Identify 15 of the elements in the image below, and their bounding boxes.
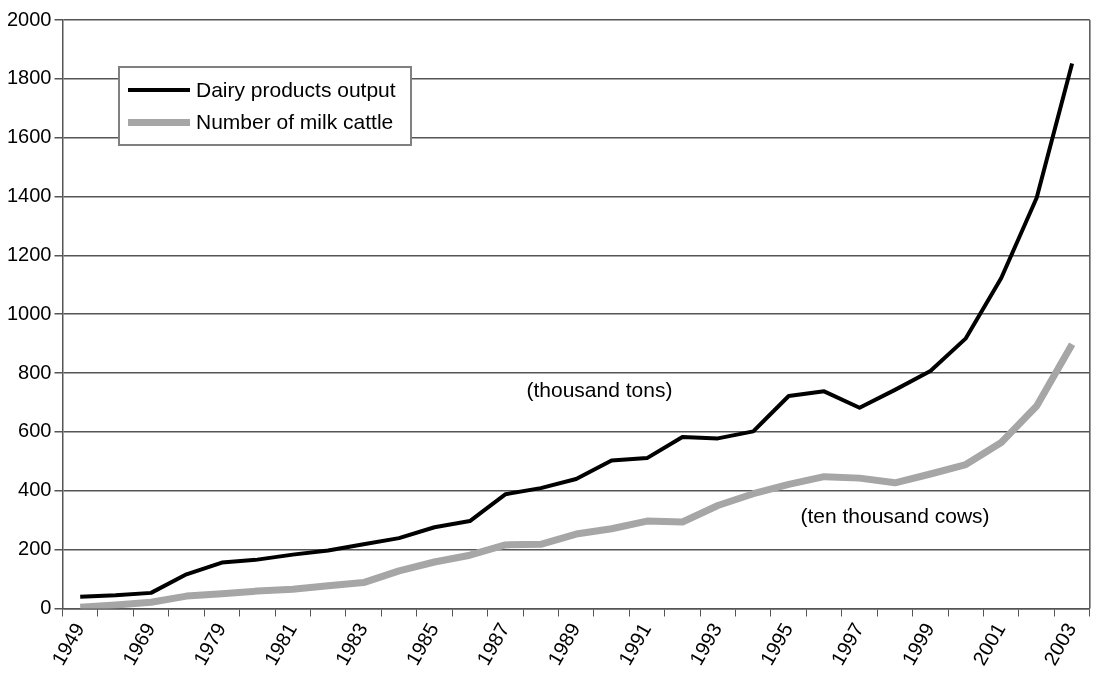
- y-tick-label: 1400: [6, 184, 52, 207]
- annotation: (ten thousand cows): [800, 503, 990, 527]
- y-tick-label: 1600: [6, 125, 52, 148]
- y-tick-label: 2000: [6, 7, 52, 30]
- legend-label: Dairy products output: [196, 78, 396, 102]
- y-tick-label: 1000: [6, 301, 52, 324]
- annotation: (thousand tons): [526, 377, 673, 401]
- y-tick-label: 1800: [6, 66, 52, 89]
- y-tick-label: 400: [18, 478, 52, 501]
- y-tick-label: 0: [40, 595, 52, 618]
- legend-label: Number of milk cattle: [196, 110, 394, 134]
- y-tick-label: 1200: [6, 242, 52, 265]
- y-tick-label: 200: [18, 537, 52, 560]
- y-tick-label: 800: [18, 360, 52, 383]
- y-tick-label: 600: [18, 419, 52, 442]
